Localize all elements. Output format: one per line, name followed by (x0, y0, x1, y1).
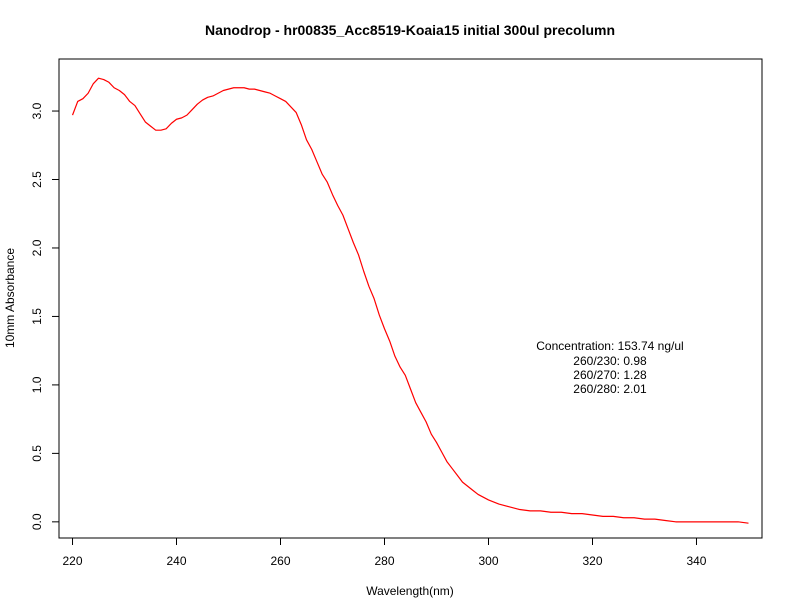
concentration-text: Concentration: 153.74 ng/ul (536, 339, 683, 353)
series-layer (71, 77, 749, 524)
y-tick-label: 1.0 (30, 376, 44, 393)
x-axis-label: Wavelength(nm) (366, 584, 454, 598)
ratio-260-230-text: 260/230: 0.98 (573, 354, 647, 368)
absorbance-line (71, 77, 749, 524)
y-tick-label: 0.5 (30, 445, 44, 462)
chart-title: Nanodrop - hr00835_Acc8519-Koaia15 initi… (205, 22, 615, 38)
y-tick-label: 2.5 (30, 171, 44, 188)
y-tick-label: 1.5 (30, 308, 44, 325)
ratio-260-270-text: 260/270: 1.28 (573, 368, 647, 382)
ratio-260-280-text: 260/280: 2.01 (573, 382, 647, 396)
x-tick-label: 220 (63, 554, 83, 568)
y-tick-label: 3.0 (30, 102, 44, 119)
x-tick-label: 340 (686, 554, 706, 568)
stats-annotation: Concentration: 153.74 ng/ul 260/230: 0.9… (536, 339, 683, 396)
x-tick-label: 300 (478, 554, 498, 568)
y-tick-label: 0.0 (30, 513, 44, 530)
x-tick-label: 240 (166, 554, 186, 568)
y-axis-label: 10mm Absorbance (3, 248, 17, 348)
y-axis: 0.0 0.5 1.0 1.5 2.0 2.5 3.0 (30, 102, 60, 530)
x-tick-label: 320 (582, 554, 602, 568)
x-tick-label: 260 (270, 554, 290, 568)
x-tick-label: 280 (374, 554, 394, 568)
y-tick-label: 2.0 (30, 239, 44, 256)
plot-frame (58, 58, 763, 539)
x-axis: 220 240 260 280 300 320 340 (63, 537, 707, 568)
